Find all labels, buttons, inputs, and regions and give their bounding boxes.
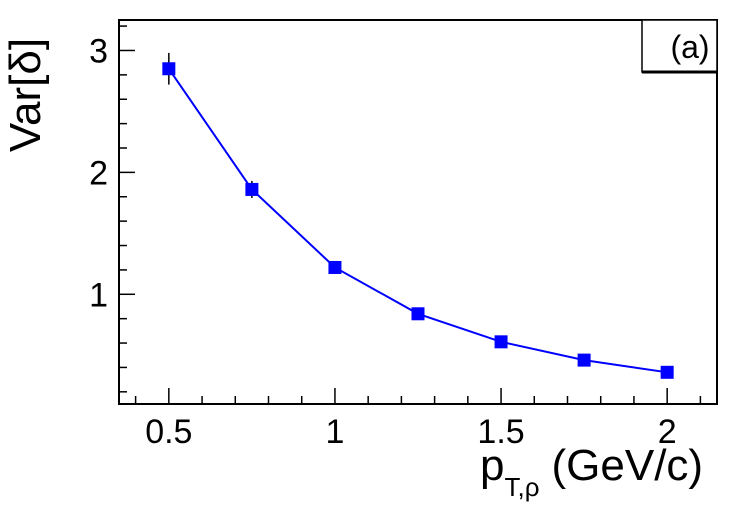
x-axis-label: pT,ρ (GeV/c) (480, 441, 703, 502)
series-line (168, 68, 668, 374)
data-point (660, 365, 674, 379)
data-point (494, 335, 508, 349)
y-tick-label: 1 (89, 276, 108, 314)
x-axis-label-unit: (GeV/c) (552, 441, 704, 490)
x-tick-label: 0.5 (145, 413, 192, 451)
y-axis-label: Var[δ] (1, 38, 50, 152)
y-axis-ticks (119, 25, 135, 393)
x-axis-label-subscript: T,ρ (504, 472, 539, 502)
y-tick-label: 2 (89, 154, 108, 192)
plot-frame (118, 19, 718, 405)
x-tick-label: 2 (658, 413, 677, 451)
x-axis-tick-labels: 0.5 1 1.5 2 (145, 413, 676, 451)
x-axis-label-main: p (480, 441, 504, 490)
panel-label: (a) (670, 29, 709, 65)
series-group (162, 52, 674, 379)
x-tick-label: 1 (325, 413, 344, 451)
x-tick-label: 1.5 (477, 413, 524, 451)
panel-label-box (641, 19, 718, 73)
data-point (245, 182, 259, 196)
data-point (577, 353, 591, 367)
data-point (162, 62, 176, 76)
data-point (411, 307, 425, 321)
y-axis-tick-labels: 1 2 3 (89, 32, 108, 314)
y-tick-label: 3 (89, 32, 108, 70)
data-point (328, 260, 342, 274)
x-axis-ticks (134, 388, 702, 404)
